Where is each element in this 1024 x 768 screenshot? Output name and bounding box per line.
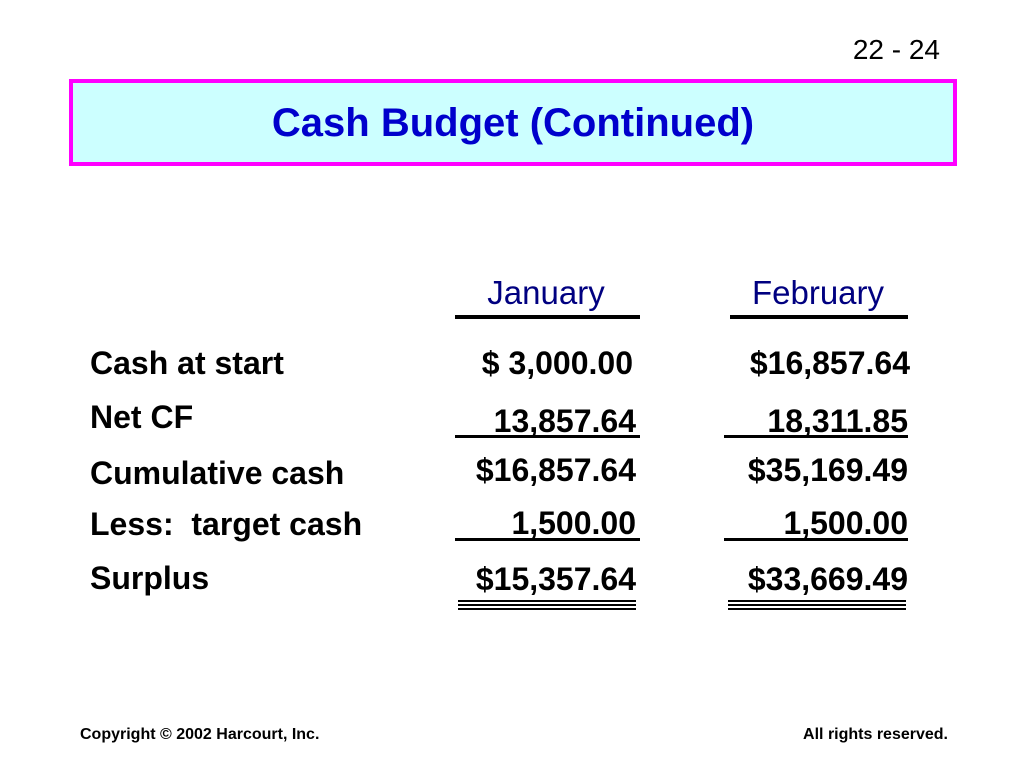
cell-february-target-cash: 1,500.00 (783, 505, 908, 541)
column-header-january: January (487, 274, 605, 311)
target-cash-february-underline (724, 538, 908, 541)
cell-february-cumulative-cash: $35,169.49 (747, 452, 908, 488)
cell-february-surplus: $33,669.49 (747, 561, 908, 597)
title-banner: Cash Budget (Continued) (69, 79, 957, 166)
row-label-target-cash: Less: target cash (90, 506, 363, 542)
cell-january-net-cf: 13,857.64 (493, 403, 636, 439)
column-header-february-rule (730, 315, 908, 319)
slide-title: Cash Budget (Continued) (271, 100, 755, 145)
row-label-cumulative-cash: Cumulative cash (90, 455, 345, 491)
row-label-net-cf: Net CF (90, 399, 194, 435)
cell-february-cash-at-start: $16,857.64 (749, 345, 910, 381)
net-cf-january-underline (455, 435, 640, 438)
row-label-cash-at-start: Cash at start (90, 345, 284, 381)
cell-january-cash-at-start: $ 3,000.00 (481, 345, 633, 381)
cell-february-net-cf: 18,311.85 (767, 403, 908, 439)
row-label-surplus: Surplus (90, 560, 210, 596)
page-number: 22 - 24 (852, 34, 940, 65)
surplus-january-double-underline (458, 600, 636, 610)
footer-rights: All rights reserved. (803, 726, 948, 743)
target-cash-january-underline (455, 538, 640, 541)
cell-january-target-cash: 1,500.00 (511, 505, 636, 541)
surplus-february-double-underline (728, 600, 906, 610)
net-cf-february-underline (724, 435, 908, 438)
column-header-january-rule (455, 315, 640, 319)
column-header-february: February (751, 274, 885, 311)
cell-january-cumulative-cash: $16,857.64 (475, 452, 636, 488)
cell-january-surplus: $15,357.64 (475, 561, 636, 597)
footer-copyright: Copyright © 2002 Harcourt, Inc. (80, 726, 320, 743)
